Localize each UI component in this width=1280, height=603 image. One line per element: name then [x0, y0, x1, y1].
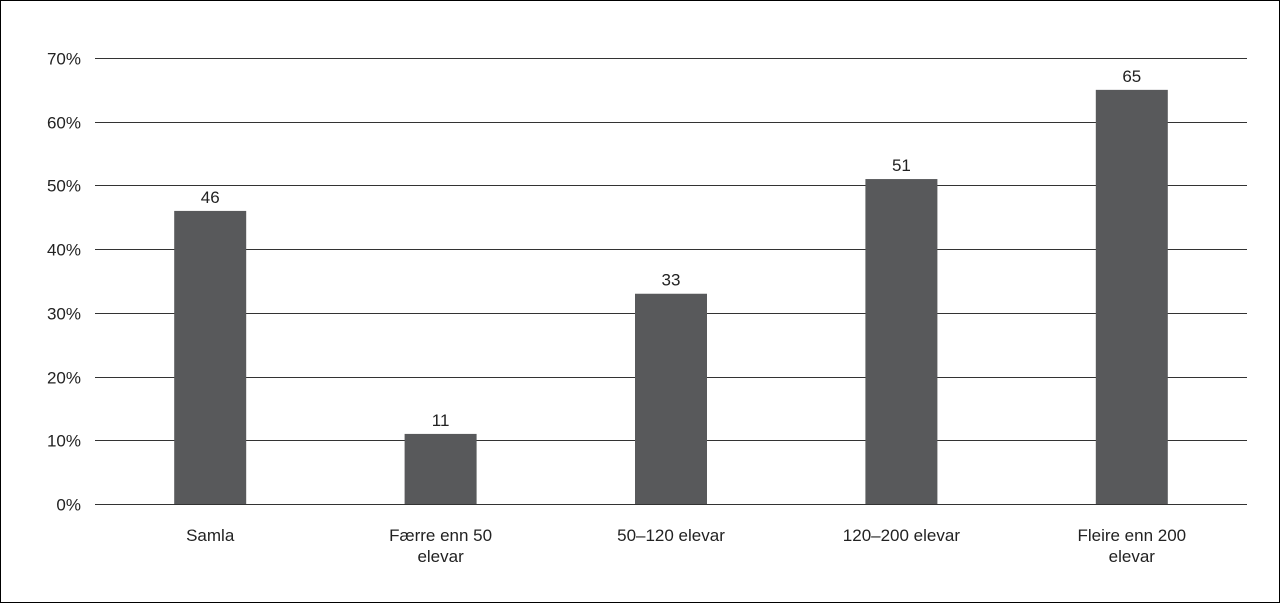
y-tick-label: 20%: [47, 369, 81, 388]
y-tick-label: 30%: [47, 305, 81, 324]
bar: [635, 293, 707, 504]
data-label: 65: [1122, 67, 1141, 86]
data-label: 11: [432, 411, 450, 430]
y-tick-label: 60%: [47, 114, 81, 133]
x-tick-label: 120–200 elevar: [843, 526, 961, 545]
bar: [174, 210, 247, 504]
x-tick-label: Fleire enn 200: [1077, 526, 1186, 545]
bars: [174, 89, 1168, 505]
bar: [1095, 89, 1168, 504]
y-tick-label: 10%: [47, 432, 81, 451]
y-tick-label: 70%: [47, 50, 81, 69]
data-labels: 46 11 33 51 65: [201, 67, 1142, 430]
x-tick-label: elevar: [417, 547, 464, 566]
data-label: 51: [892, 156, 911, 175]
x-tick-label: 50–120 elevar: [617, 526, 725, 545]
x-tick-label: Færre enn 50: [389, 526, 492, 545]
data-label: 46: [201, 188, 220, 207]
x-tick-label: elevar: [1109, 547, 1156, 566]
bar: [865, 179, 938, 505]
y-tick-label: 50%: [47, 177, 81, 196]
y-axis-tick-labels: 0% 10% 20% 30% 40% 50% 60% 70%: [47, 50, 81, 515]
y-tick-label: 40%: [47, 241, 81, 260]
y-tick-label: 0%: [56, 496, 81, 515]
data-label: 33: [662, 271, 681, 290]
bar: [404, 433, 477, 504]
x-axis-tick-labels: Samla Færre enn 50 elevar 50–120 elevar 120–…: [186, 526, 1186, 566]
x-tick-label: Samla: [186, 526, 235, 545]
